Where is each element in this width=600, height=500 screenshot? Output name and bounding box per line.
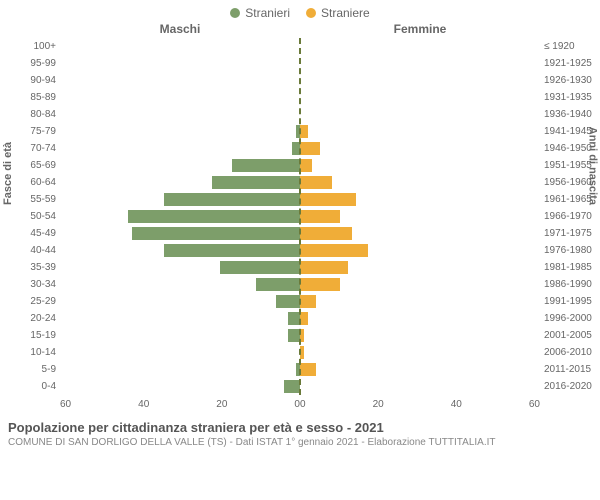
age-tick: 40-44 — [4, 242, 60, 259]
birth-tick: 1991-1995 — [540, 293, 596, 310]
birth-tick: 1996-2000 — [540, 310, 596, 327]
female-bar — [300, 210, 340, 223]
birth-tick: 2016-2020 — [540, 378, 596, 395]
age-tick: 50-54 — [4, 208, 60, 225]
female-bar — [300, 363, 316, 376]
legend-male-label: Stranieri — [245, 6, 290, 20]
age-tick: 90-94 — [4, 72, 60, 89]
male-bar — [212, 176, 300, 189]
x-tick: 60 — [529, 399, 540, 410]
x-tick: 20 — [373, 399, 384, 410]
legend-male: Stranieri — [230, 6, 290, 20]
header-male: Maschi — [60, 22, 300, 36]
age-tick: 0-4 — [4, 378, 60, 395]
male-bar — [276, 295, 300, 308]
male-bar — [256, 278, 300, 291]
age-tick: 80-84 — [4, 106, 60, 123]
birth-tick: 1966-1970 — [540, 208, 596, 225]
female-bar — [300, 125, 308, 138]
x-axis-left: 6040200 — [60, 399, 300, 410]
birth-tick: 2011-2015 — [540, 361, 596, 378]
birth-tick: 2006-2010 — [540, 344, 596, 361]
male-bar — [132, 227, 300, 240]
x-tick: 0 — [300, 399, 306, 410]
age-tick: 30-34 — [4, 276, 60, 293]
female-bar — [300, 295, 316, 308]
legend-female-label: Straniere — [321, 6, 370, 20]
male-bar — [164, 193, 300, 206]
birth-tick: 1936-1940 — [540, 106, 596, 123]
birth-tick: 1976-1980 — [540, 242, 596, 259]
female-bar — [300, 261, 348, 274]
chart-subtitle: COMUNE DI SAN DORLIGO DELLA VALLE (TS) -… — [0, 435, 600, 448]
birth-tick: 1931-1935 — [540, 89, 596, 106]
x-axis-right: 0 20 40 60 — [300, 399, 540, 410]
centerline — [299, 38, 301, 395]
age-tick: 100+ — [4, 38, 60, 55]
legend-female: Straniere — [306, 6, 370, 20]
birth-tick: ≤ 1920 — [540, 38, 596, 55]
x-tick: 20 — [216, 399, 227, 410]
legend: Stranieri Straniere — [0, 0, 600, 22]
birth-tick: 1971-1975 — [540, 225, 596, 242]
age-tick: 25-29 — [4, 293, 60, 310]
legend-female-swatch — [306, 8, 316, 18]
male-bar — [220, 261, 300, 274]
age-tick: 20-24 — [4, 310, 60, 327]
age-tick: 45-49 — [4, 225, 60, 242]
age-tick: 85-89 — [4, 89, 60, 106]
age-tick: 10-14 — [4, 344, 60, 361]
age-tick: 15-19 — [4, 327, 60, 344]
x-axis: 60 40 20 0 0 20 40 60 — [0, 399, 600, 410]
y-axis-label-left: Fasce di età — [2, 142, 14, 205]
chart-title: Popolazione per cittadinanza straniera p… — [0, 410, 600, 435]
age-axis: 100+95-9990-9485-8980-8475-7970-7465-696… — [4, 38, 60, 395]
female-bar — [300, 193, 356, 206]
female-bar — [300, 278, 340, 291]
female-bar — [300, 312, 308, 325]
male-bar — [164, 244, 300, 257]
age-tick: 95-99 — [4, 55, 60, 72]
age-tick: 5-9 — [4, 361, 60, 378]
legend-male-swatch — [230, 8, 240, 18]
age-tick: 75-79 — [4, 123, 60, 140]
female-bar — [300, 142, 320, 155]
female-bar — [300, 159, 312, 172]
female-bar — [300, 176, 332, 189]
female-bar — [300, 244, 368, 257]
header-female: Femmine — [300, 22, 540, 36]
birth-tick: 1921-1925 — [540, 55, 596, 72]
column-headers: Maschi Femmine — [0, 22, 600, 38]
birth-tick: 1926-1930 — [540, 72, 596, 89]
x-tick: 40 — [451, 399, 462, 410]
male-bar — [128, 210, 300, 223]
female-bar — [300, 227, 352, 240]
birth-tick: 1986-1990 — [540, 276, 596, 293]
chart: 100+95-9990-9485-8980-8475-7970-7465-696… — [0, 38, 600, 395]
male-bar — [284, 380, 300, 393]
birth-tick: 1981-1985 — [540, 259, 596, 276]
birth-tick: 2001-2005 — [540, 327, 596, 344]
age-tick: 35-39 — [4, 259, 60, 276]
x-tick: 40 — [138, 399, 149, 410]
plot-area — [60, 38, 540, 395]
y-axis-label-right: Anni di nascita — [586, 127, 598, 205]
x-tick: 60 — [60, 399, 71, 410]
male-bar — [232, 159, 300, 172]
birth-axis: ≤ 19201921-19251926-19301931-19351936-19… — [540, 38, 596, 395]
